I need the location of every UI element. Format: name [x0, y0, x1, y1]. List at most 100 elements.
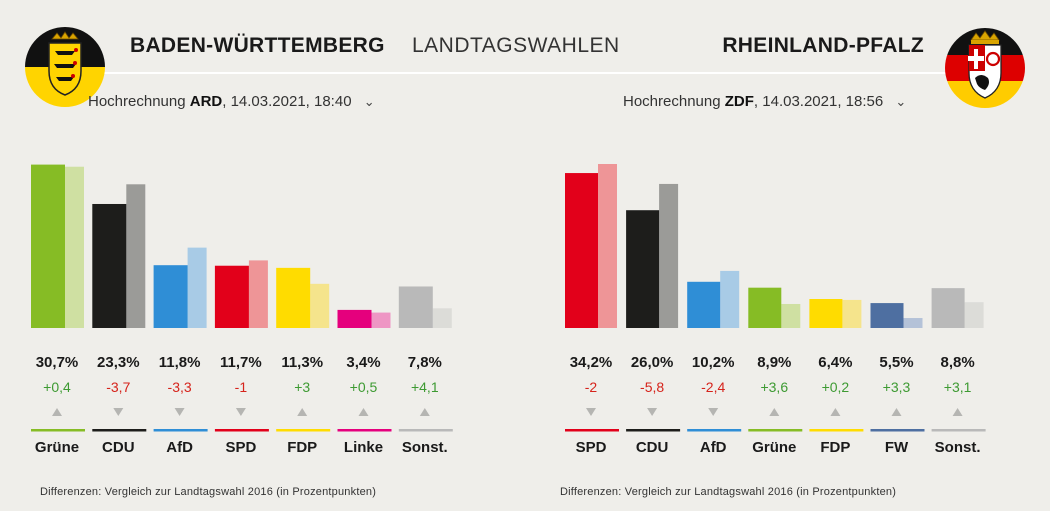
diff-label: -1: [235, 379, 248, 395]
bar-2016-Grüne: [781, 303, 801, 328]
title-baden-wuerttemberg: BADEN-WÜRTTEMBERG: [130, 34, 385, 57]
bar-2016-CDU: [659, 183, 679, 328]
party-underline-AfD: [687, 429, 742, 432]
party-underline-SPD: [214, 429, 269, 432]
arrow-up-icon: [769, 408, 780, 416]
bar-2021-FDP: [809, 299, 843, 328]
arrow-down-icon: [174, 408, 185, 416]
diff-label: +3,1: [944, 379, 972, 395]
bar-2016-FW: [903, 318, 923, 328]
category-label: FDP: [820, 439, 850, 456]
arrow-down-icon: [113, 408, 124, 416]
party-underline-Grüne: [31, 429, 85, 432]
bar-2021-FW: [870, 303, 904, 328]
source-broadcaster: ZDF: [724, 93, 754, 110]
arrow-down-icon: [586, 408, 596, 416]
arrow-up-icon: [419, 408, 430, 416]
value-label: 5,5%: [879, 354, 913, 371]
value-label: 11,7%: [220, 354, 262, 371]
title-landtagswahlen: LANDTAGSWAHLEN: [412, 34, 620, 57]
category-label: Grüne: [35, 439, 79, 456]
arrow-down-icon: [647, 408, 658, 416]
party-underline-FDP: [276, 429, 331, 432]
category-label: SPD: [225, 439, 256, 456]
footnote-rp: Differenzen: Vergleich zur Landtagswahl …: [560, 486, 897, 498]
value-label: 26,0%: [631, 354, 674, 371]
bar-2016-AfD: [187, 247, 207, 328]
bar-2016-FDP: [842, 299, 862, 328]
diff-label: +3,6: [760, 379, 788, 395]
party-underline-AfD: [153, 429, 208, 432]
arrow-up-icon: [358, 408, 369, 416]
diff-label: +4,1: [411, 379, 439, 395]
bar-2021-Sonst.: [398, 286, 433, 328]
value-label: 23,3%: [97, 354, 140, 371]
footnote-bw: Differenzen: Vergleich zur Landtagswahl …: [40, 486, 377, 498]
diff-label: +3: [294, 379, 310, 395]
header-divider: [30, 72, 1020, 74]
value-label: 8,9%: [757, 354, 791, 371]
diff-label: -2: [585, 379, 598, 395]
bar-2016-SPD: [248, 260, 268, 328]
party-underline-CDU: [626, 429, 681, 432]
party-underline-Sonst.: [398, 429, 453, 432]
diff-label: -3,3: [168, 379, 192, 395]
diff-label: +0,5: [350, 379, 378, 395]
diff-label: +0,2: [822, 379, 850, 395]
arrow-up-icon: [830, 408, 841, 416]
source-line-bw[interactable]: Hochrechnung ARD, 14.03.2021, 18:40 ⌄: [88, 93, 375, 110]
source-date: , 14.03.2021, 18:40: [222, 93, 352, 110]
bar-2021-AfD: [687, 281, 721, 328]
chevron-down-icon[interactable]: ⌄: [363, 94, 375, 109]
title-rheinland-pfalz: RHEINLAND-PFALZ: [722, 34, 924, 57]
bar-2021-CDU: [626, 210, 660, 328]
arrow-down-icon: [235, 408, 246, 416]
source-line-rp[interactable]: Hochrechnung ZDF, 14.03.2021, 18:56 ⌄: [623, 93, 906, 110]
baden-wuerttemberg-crest: [25, 27, 105, 107]
value-label: 3,4%: [346, 354, 380, 371]
party-underline-CDU: [92, 429, 147, 432]
diff-label: +0,4: [43, 379, 71, 395]
diff-label: +3,3: [883, 379, 911, 395]
party-underline-FDP: [809, 429, 864, 432]
category-label: Grüne: [752, 439, 796, 456]
category-label: CDU: [102, 439, 135, 456]
party-underline-Sonst.: [931, 429, 986, 432]
bar-2016-Grüne: [65, 166, 84, 328]
category-label: Sonst.: [935, 439, 981, 456]
diff-label: -3,7: [106, 379, 130, 395]
bar-2021-Grüne: [748, 287, 782, 328]
source-broadcaster: ARD: [189, 93, 223, 110]
bar-2016-FDP: [310, 283, 330, 328]
value-label: 11,3%: [281, 354, 323, 371]
chevron-down-icon[interactable]: ⌄: [895, 94, 907, 109]
arrow-up-icon: [297, 408, 308, 416]
value-label: 11,8%: [159, 354, 201, 371]
source-prefix: Hochrechnung: [88, 93, 186, 110]
bar-2021-FDP: [276, 267, 311, 328]
party-underline-Grüne: [748, 429, 803, 432]
arrow-up-icon: [952, 408, 963, 416]
diff-label: -2,4: [701, 379, 725, 395]
bar-2016-Sonst.: [432, 308, 452, 328]
bar-2016-Linke: [371, 312, 391, 328]
bar-2021-Sonst.: [931, 288, 965, 328]
value-label: 6,4%: [818, 354, 852, 371]
value-label: 7,8%: [408, 354, 442, 371]
category-label: FDP: [287, 439, 317, 456]
bar-2021-SPD: [565, 173, 598, 328]
bar-2021-CDU: [92, 203, 127, 328]
bar-2016-CDU: [126, 184, 146, 328]
arrow-up-icon: [52, 408, 62, 416]
category-label: SPD: [576, 439, 607, 456]
category-label: Sonst.: [402, 439, 448, 456]
value-label: 34,2%: [570, 354, 613, 371]
bar-2016-Sonst.: [964, 302, 984, 328]
category-label: FW: [885, 439, 909, 456]
arrow-down-icon: [708, 408, 719, 416]
bar-2021-AfD: [153, 265, 188, 328]
category-label: AfD: [700, 439, 727, 456]
category-label: AfD: [166, 439, 193, 456]
category-label: Linke: [344, 439, 383, 456]
